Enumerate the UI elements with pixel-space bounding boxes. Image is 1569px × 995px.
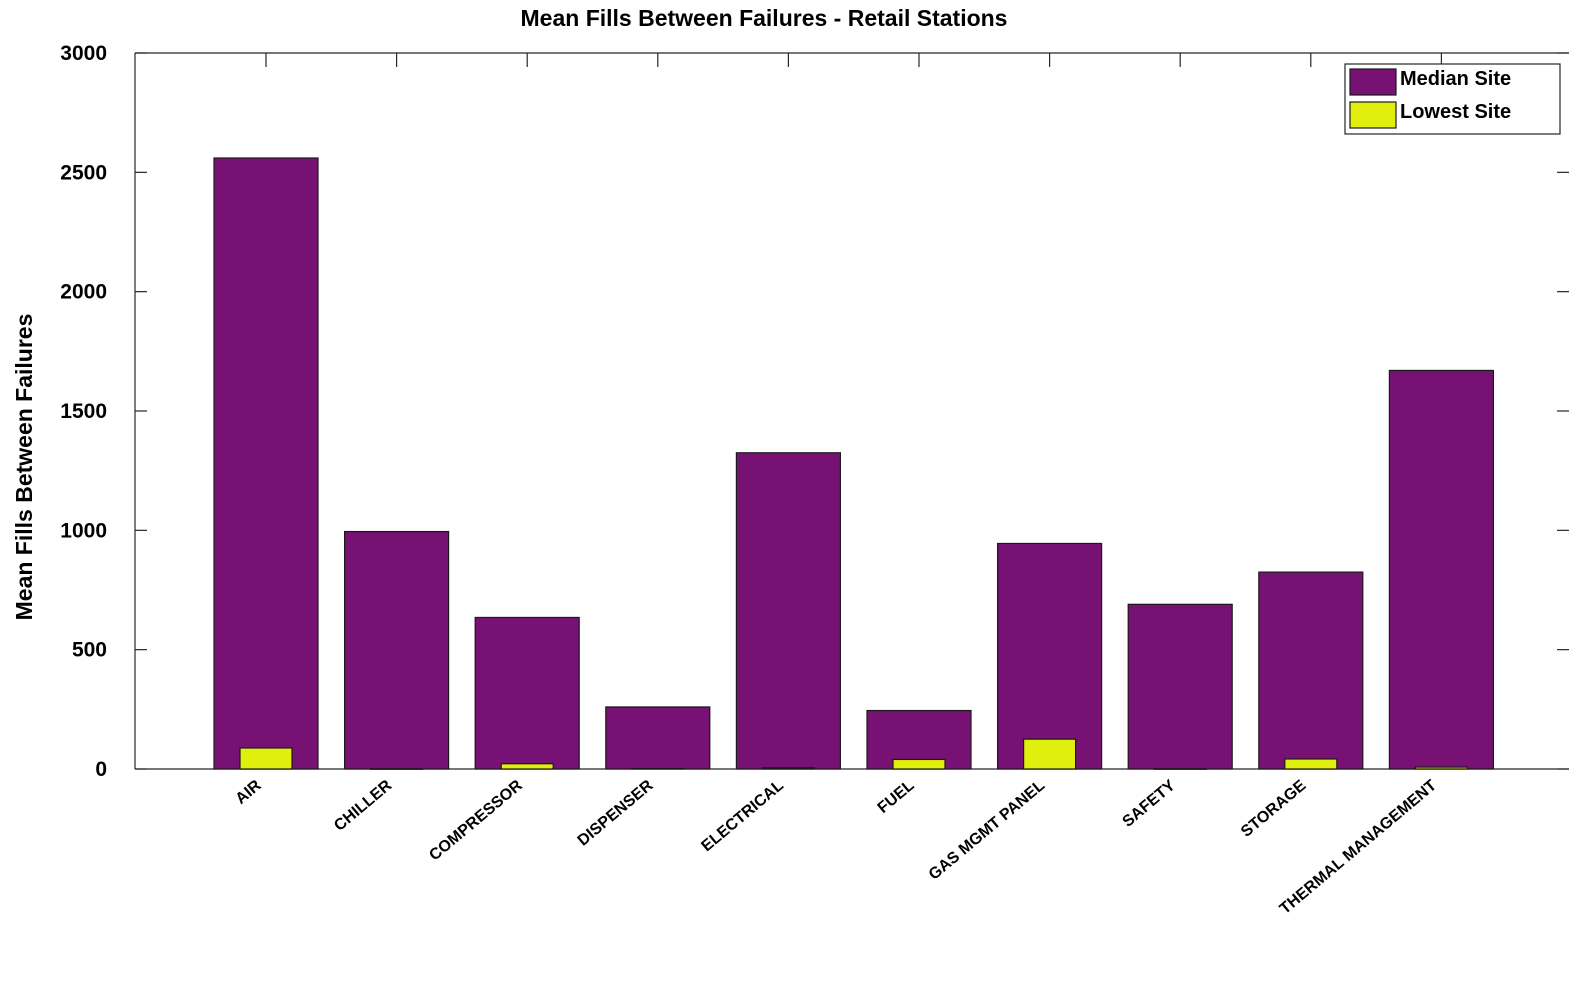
legend-label: Lowest Site: [1400, 101, 1511, 123]
x-tick-label: STORAGE: [1238, 777, 1310, 841]
y-axis: 0 500 1000 1500 2000 2500 3000: [60, 42, 1569, 781]
bar-median-site: [1258, 571, 1364, 770]
x-tick-label: CHILLER: [331, 777, 395, 835]
chart-title: Mean Fills Between Failures - Retail Sta…: [521, 5, 1008, 31]
y-tick-label: 1500: [60, 400, 107, 423]
bar-median-site: [735, 452, 842, 770]
x-tick-label: SAFETY: [1119, 777, 1179, 831]
bar-lowest-site: [370, 768, 424, 770]
legend-swatch: [1349, 68, 1397, 96]
x-tick-label: ELECTRICAL: [698, 777, 787, 855]
legend-label: Median Site: [1400, 68, 1511, 90]
y-tick-label: 1000: [60, 519, 107, 542]
bar-lowest-site: [1022, 738, 1077, 770]
x-tick-label: GAS MGMT PANEL: [926, 777, 1049, 884]
bar-median-site: [1388, 369, 1495, 770]
bar-lowest-site: [1153, 768, 1207, 770]
y-tick-label: 500: [72, 639, 107, 662]
x-tick-label: FUEL: [875, 777, 918, 817]
bar-median-site: [605, 706, 711, 770]
x-tick-label: DISPENSER: [575, 777, 657, 850]
legend: Median Site Lowest Site: [1344, 63, 1561, 135]
lowest-site-series: [239, 738, 1469, 770]
bar-lowest-site: [761, 767, 816, 770]
bar-lowest-site: [1414, 766, 1469, 770]
bar-lowest-site: [500, 763, 554, 770]
bar-median-site: [996, 542, 1103, 770]
bar-lowest-site: [239, 747, 293, 770]
y-axis-label: Mean Fills Between Failures: [11, 314, 37, 621]
x-axis: AIR CHILLER COMPRESSOR DISPENSER ELECTRICAL F…: [135, 53, 1569, 918]
y-tick-label: 2500: [60, 161, 107, 184]
x-tick-label: THERMAL MANAGEMENT: [1277, 777, 1440, 918]
x-tick-label: COMPRESSOR: [426, 777, 526, 865]
median-site-series: [213, 157, 1495, 770]
y-tick-label: 3000: [60, 42, 107, 65]
y-tick-label: 0: [95, 758, 107, 781]
x-tick-label: AIR: [233, 777, 265, 808]
bar-median-site: [344, 530, 450, 770]
bar-median-site: [1127, 603, 1233, 770]
legend-swatch: [1349, 101, 1397, 129]
bar-lowest-site: [1284, 758, 1338, 770]
bar-median-site: [474, 616, 580, 770]
bar-median-site: [213, 157, 319, 770]
bar-lowest-site: [631, 767, 685, 770]
bar-lowest-site: [892, 758, 946, 770]
y-tick-label: 2000: [60, 281, 107, 304]
